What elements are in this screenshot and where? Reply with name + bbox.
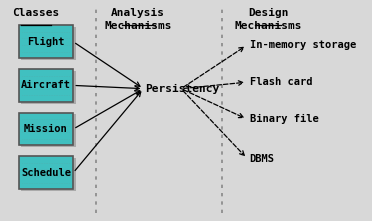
- Bar: [21, 71, 76, 103]
- Text: Analysis
Mechanisms: Analysis Mechanisms: [105, 8, 172, 31]
- Text: Classes: Classes: [12, 8, 59, 18]
- Bar: [19, 25, 73, 58]
- Text: Aircraft: Aircraft: [21, 80, 71, 90]
- Text: Flight: Flight: [27, 37, 65, 47]
- Text: In-memory storage: In-memory storage: [250, 40, 356, 50]
- Bar: [21, 158, 76, 191]
- Text: Design
Mechanisms: Design Mechanisms: [235, 8, 302, 31]
- Text: DBMS: DBMS: [250, 154, 275, 164]
- Text: Schedule: Schedule: [21, 168, 71, 178]
- Bar: [19, 156, 73, 189]
- Text: Mission: Mission: [24, 124, 68, 134]
- Bar: [21, 114, 76, 147]
- Text: Persistency: Persistency: [145, 84, 219, 94]
- Text: Binary file: Binary file: [250, 114, 318, 124]
- Bar: [19, 69, 73, 102]
- Bar: [21, 27, 76, 60]
- Bar: [19, 113, 73, 145]
- Text: Flash card: Flash card: [250, 77, 312, 87]
